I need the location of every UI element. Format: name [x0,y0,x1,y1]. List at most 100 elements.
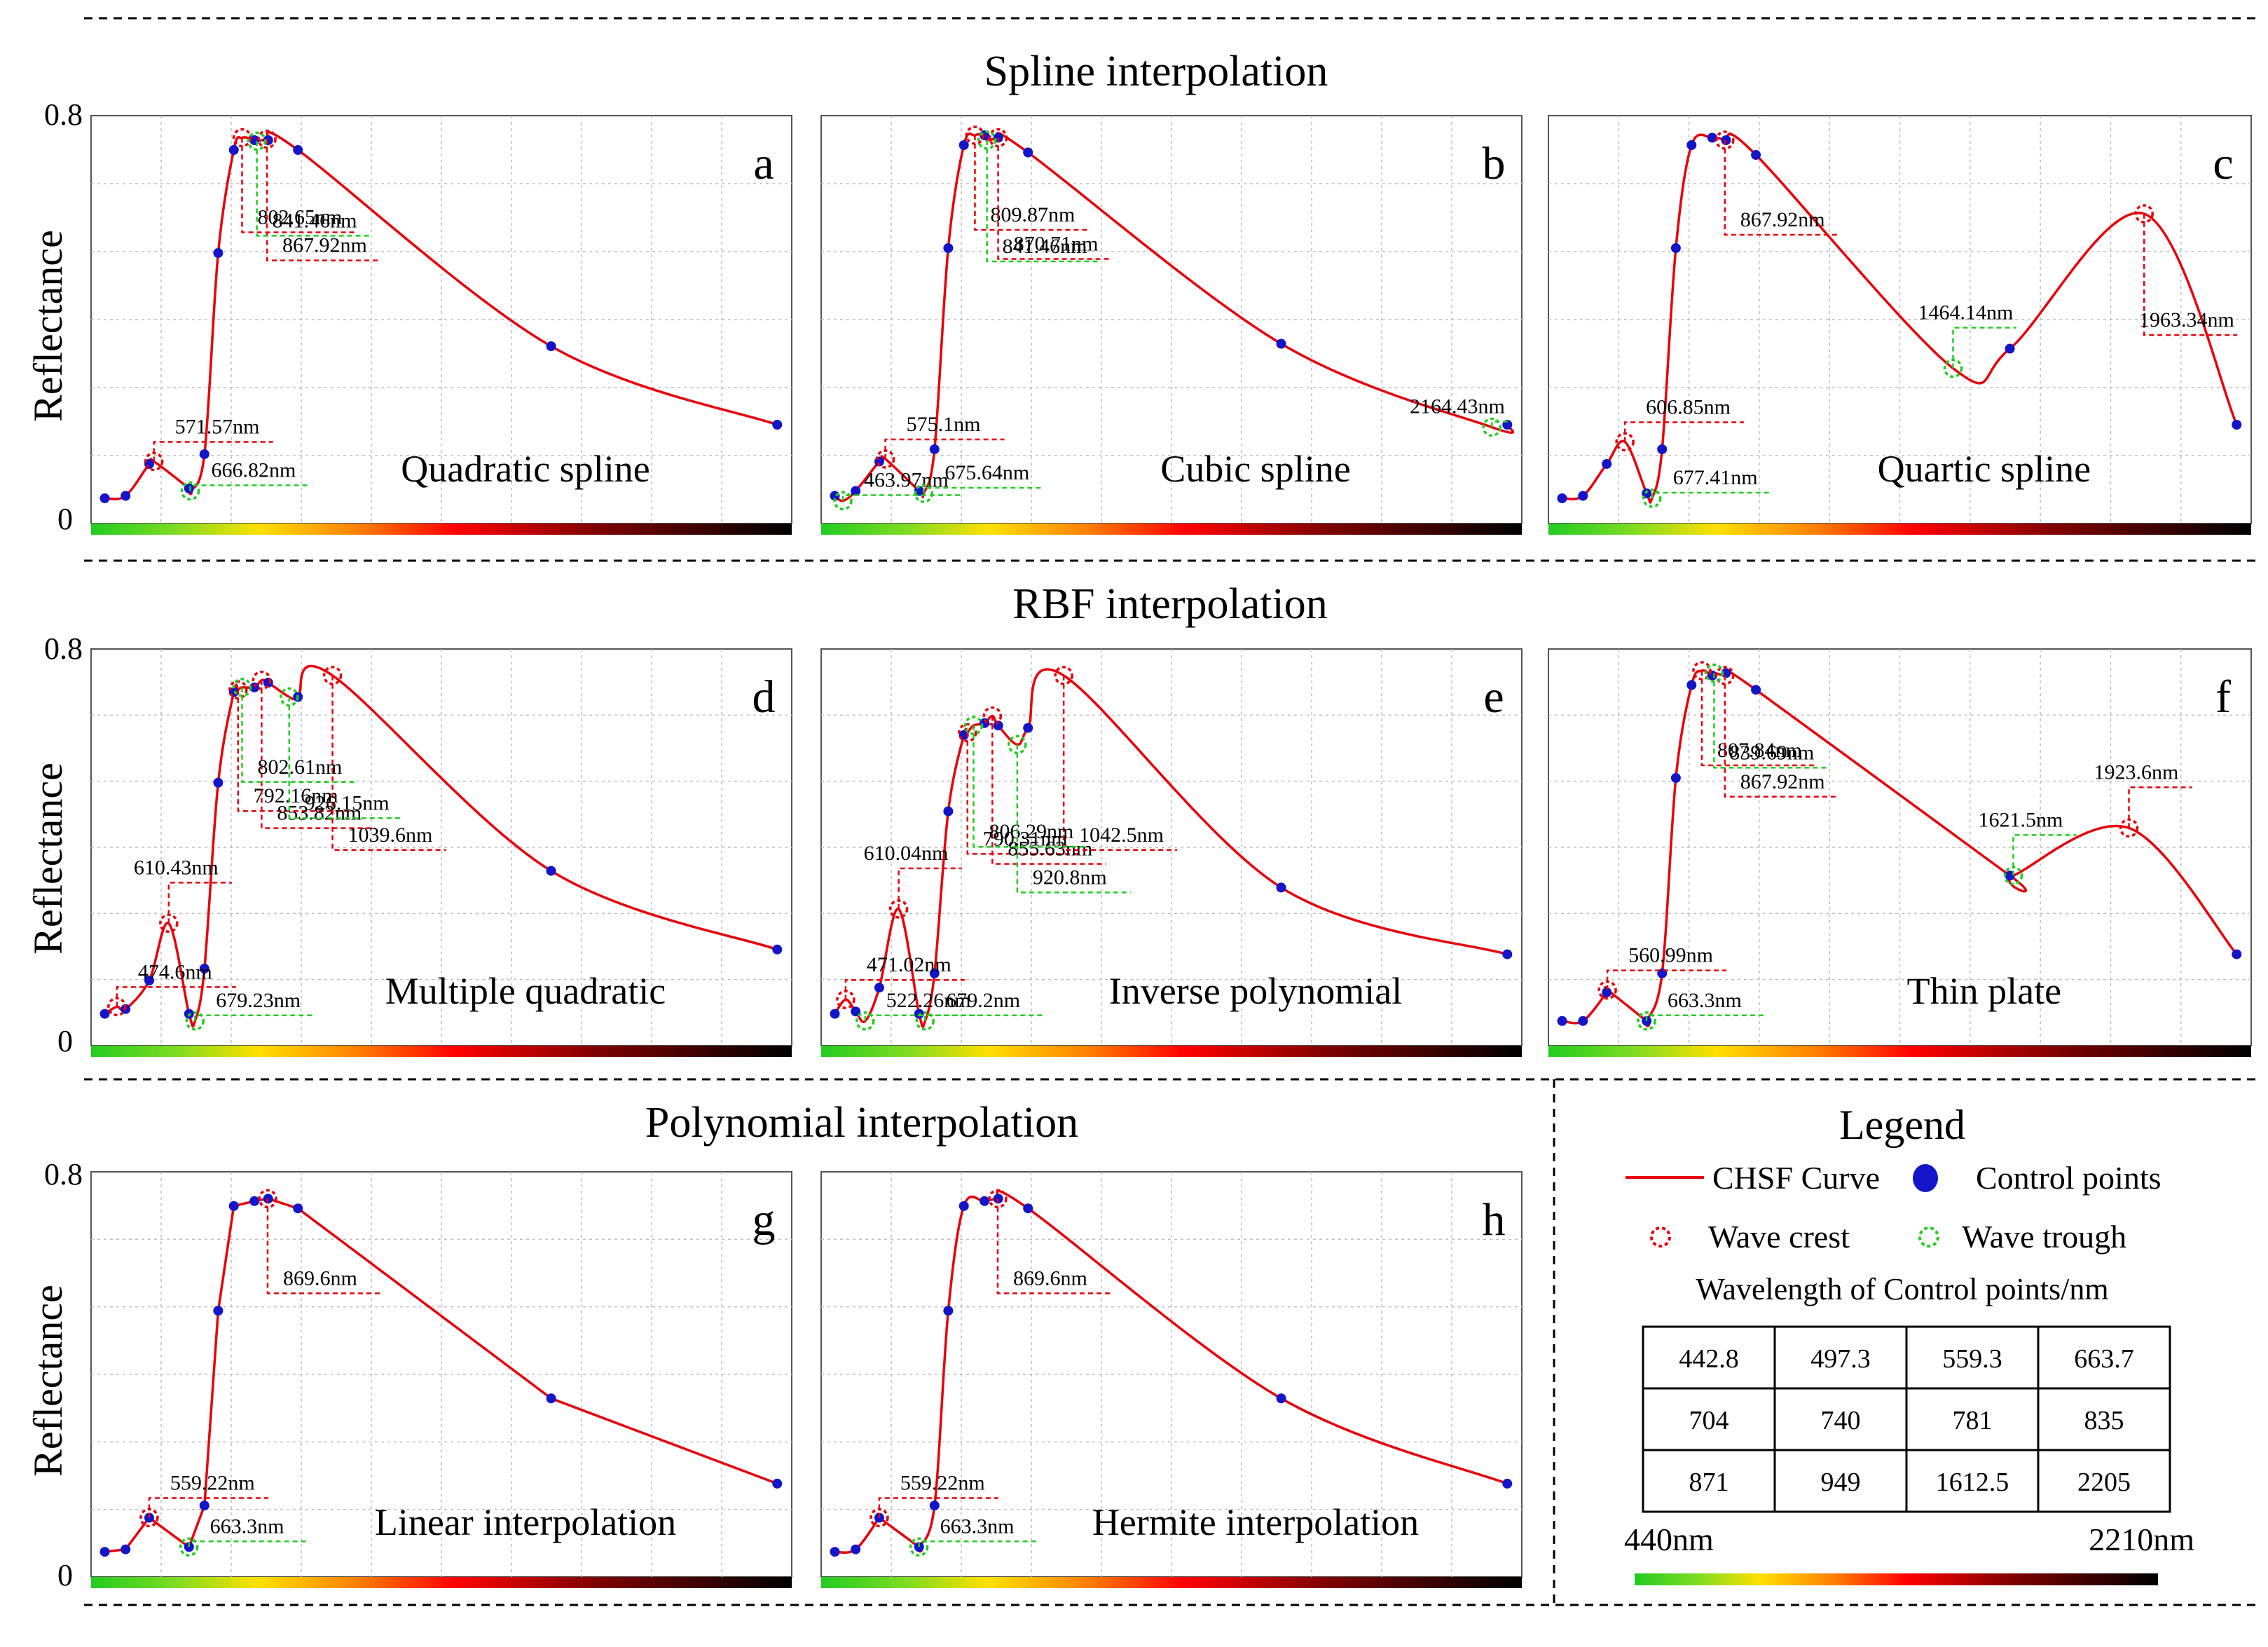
table-cell-value: 442.8 [1679,1344,1739,1374]
legend: Legend CHSF Curve Control points Wave cr… [1624,1102,2194,1585]
crest-leader-line [974,135,1089,231]
control-point [1670,243,1681,253]
method-label: Multiple quadratic [385,970,666,1012]
crest-leader-line [116,986,236,1007]
control-point [1023,147,1033,158]
method-label: Inverse polynomial [1109,970,1402,1012]
chart-panel-e: 471.02nm610.04nm790.31nm855.63nm1042.5nm… [820,648,1523,1057]
chart-panel-g: 559.22nm 869.6nm 663.3nm g Linear interpolat… [90,1171,792,1588]
control-point [199,964,209,973]
trough-label: 920.8nm [1033,866,1107,889]
section-title-polynomial: Polynomial interpolation [645,1099,1078,1147]
crest-leader-line [237,690,352,812]
crest-label: 606.85nm [1646,396,1731,419]
control-point [851,1544,861,1554]
crest-leader-line [1606,969,1727,990]
control-point [99,1009,110,1019]
control-point [958,140,969,150]
control-point [772,944,783,955]
crest-label: 560.99nm [1628,944,1713,967]
crest-label: 474.6nm [138,960,212,983]
trough-label: 463.97nm [864,469,949,492]
table-cell-value: 871 [1689,1468,1729,1497]
trough-leader-line [864,1014,984,1021]
crest-leader-line [1724,675,1839,798]
section-title-rbf: RBF interpolation [1012,580,1328,628]
spectrum-bar [821,1577,1522,1588]
spectrum-bar [91,1577,792,1588]
crest-leader-line [997,137,1112,260]
control-point [851,486,861,496]
trough-leader-line [256,141,371,237]
legend-curve-label: CHSF Curve [1712,1160,1880,1196]
ytick-bottom-row-2: 0 [57,1024,73,1058]
control-point [546,341,556,351]
trough-label: 926.15nm [305,791,390,814]
table-cell-value: 740 [1821,1406,1861,1435]
spectrum-bar [91,524,792,535]
ytick-bottom-row-3: 0 [57,1558,73,1592]
crest-label: 855.63nm [1008,838,1092,861]
crest-label: 869.6nm [283,1266,357,1290]
ytick-top-row-1: 0.8 [44,97,83,132]
control-point [830,1547,840,1557]
crest-leader-line [2143,214,2237,336]
legend-crest-swatch [1650,1226,1671,1248]
trough-marker [909,1537,929,1557]
chart-panel-f: 560.99nm 807.84nm 867.92nm 1923.6nm 663.3nm 8… [1548,648,2252,1057]
control-point [249,682,260,692]
legend-table-title: Wavelength of Control points/nm [1696,1272,2108,1306]
control-point [1602,459,1612,469]
control-point [943,806,954,816]
trough-marker [855,1011,875,1031]
method-label: Quartic spline [1878,448,2091,490]
crest-label: 1042.5nm [1079,824,1164,847]
trough-label: 677.41nm [1673,466,1758,489]
table-cell-value: 497.3 [1810,1344,1871,1374]
trough-label: 663.3nm [210,1515,284,1538]
crest-leader-line [844,978,965,1000]
method-label: Cubic spline [1160,448,1350,490]
control-point [1657,444,1668,454]
control-point [1276,882,1286,893]
control-point [830,1009,840,1019]
control-point [943,1306,954,1316]
crest-leader-line [1724,140,1839,236]
trough-label: 841.46nm [1003,235,1087,258]
method-label: Hermite interpolation [1092,1501,1419,1543]
panel-grid [1548,116,2251,524]
crest-label: 867.92nm [1740,208,1825,231]
method-label: Quadratic spline [401,448,650,490]
trough-label: 802.61nm [257,756,342,779]
control-point [144,976,154,985]
crest-label: 809.87nm [990,203,1075,226]
trough-leader-line [241,687,356,784]
control-point [1023,723,1033,733]
control-point [199,449,209,459]
ytick-top-row-2: 0.8 [44,631,83,666]
panel-letter: a [753,138,774,189]
spectrum-bar [821,1046,1522,1057]
trough-leader-line [918,1540,1038,1547]
control-point [772,1478,783,1489]
control-point [958,1201,969,1211]
control-point [2005,870,2015,881]
control-point [929,444,940,454]
control-point [1751,150,1761,160]
control-point [263,678,273,688]
trough-marker [915,1011,935,1031]
control-point [914,486,924,496]
control-point [1686,140,1697,150]
crest-leader-line [241,137,356,233]
control-point [99,493,110,503]
trough-marker [180,481,200,501]
crest-label: 559.22nm [900,1472,985,1495]
chsf-curve [104,130,778,500]
ylabel-row-1: Reflectance [25,230,71,422]
chart-panel-a: 571.57nm 802.65nm 867.92nm 666.82nm 841.46nm… [90,115,792,535]
crest-label: 869.6nm [1013,1266,1087,1290]
control-point [851,1006,861,1017]
control-point [228,1201,239,1211]
crest-label: 870.71nm [1014,233,1099,256]
crest-label: 1963.34nm [2139,308,2234,332]
